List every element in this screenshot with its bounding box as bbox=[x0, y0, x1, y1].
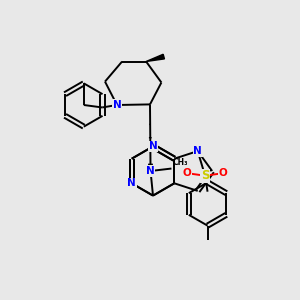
Text: N: N bbox=[127, 178, 136, 188]
Text: N: N bbox=[112, 100, 122, 110]
Text: N: N bbox=[148, 141, 158, 152]
Text: N: N bbox=[146, 166, 155, 176]
Text: O: O bbox=[183, 168, 192, 178]
Text: S: S bbox=[201, 169, 209, 182]
Text: O: O bbox=[218, 168, 227, 178]
Polygon shape bbox=[146, 54, 164, 61]
Text: CH₃: CH₃ bbox=[173, 158, 188, 167]
Text: N: N bbox=[193, 146, 202, 156]
